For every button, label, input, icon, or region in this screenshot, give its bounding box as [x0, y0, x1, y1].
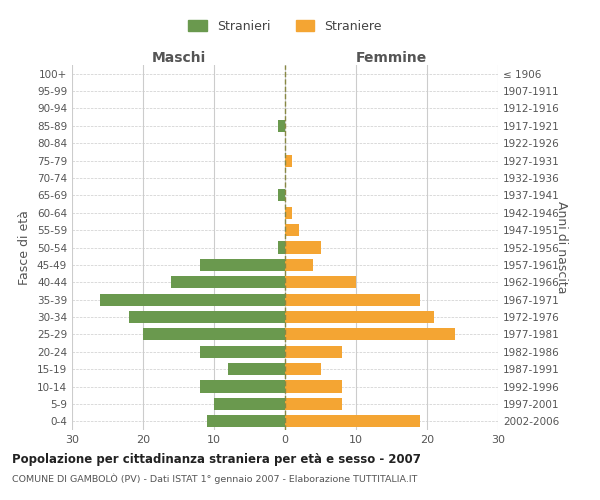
Bar	[129, 311, 285, 323]
Bar	[285, 363, 320, 375]
Text: COMUNE DI GAMBOLÒ (PV) - Dati ISTAT 1° gennaio 2007 - Elaborazione TUTTITALIA.IT: COMUNE DI GAMBOLÒ (PV) - Dati ISTAT 1° g…	[12, 474, 418, 484]
Bar	[285, 380, 342, 392]
Bar	[285, 415, 420, 428]
Y-axis label: Anni di nascita: Anni di nascita	[555, 201, 568, 294]
Bar	[285, 276, 356, 288]
Bar	[285, 224, 299, 236]
Bar	[278, 242, 285, 254]
Bar	[100, 294, 285, 306]
Bar	[228, 363, 285, 375]
Legend: Stranieri, Straniere: Stranieri, Straniere	[188, 20, 382, 33]
Bar	[278, 190, 285, 202]
Bar	[143, 328, 285, 340]
Bar	[285, 259, 313, 271]
Bar	[278, 120, 285, 132]
Bar	[207, 415, 285, 428]
Bar	[285, 398, 342, 410]
Y-axis label: Fasce di età: Fasce di età	[19, 210, 31, 285]
Bar	[172, 276, 285, 288]
Bar	[200, 259, 285, 271]
Bar	[285, 346, 342, 358]
Bar	[285, 294, 420, 306]
Text: Maschi: Maschi	[151, 51, 206, 65]
Bar	[285, 311, 434, 323]
Text: Femmine: Femmine	[356, 51, 427, 65]
Bar	[285, 206, 292, 219]
Bar	[285, 154, 292, 166]
Bar	[285, 242, 320, 254]
Bar	[200, 380, 285, 392]
Bar	[200, 346, 285, 358]
Bar	[214, 398, 285, 410]
Bar	[285, 328, 455, 340]
Text: Popolazione per cittadinanza straniera per età e sesso - 2007: Popolazione per cittadinanza straniera p…	[12, 452, 421, 466]
